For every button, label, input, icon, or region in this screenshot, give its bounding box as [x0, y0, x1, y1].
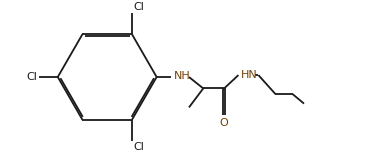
Text: O: O — [220, 118, 228, 128]
Text: NH: NH — [174, 71, 190, 81]
Text: Cl: Cl — [133, 2, 144, 12]
Text: Cl: Cl — [26, 72, 37, 82]
Text: HN: HN — [241, 70, 258, 80]
Text: Cl: Cl — [133, 142, 144, 152]
